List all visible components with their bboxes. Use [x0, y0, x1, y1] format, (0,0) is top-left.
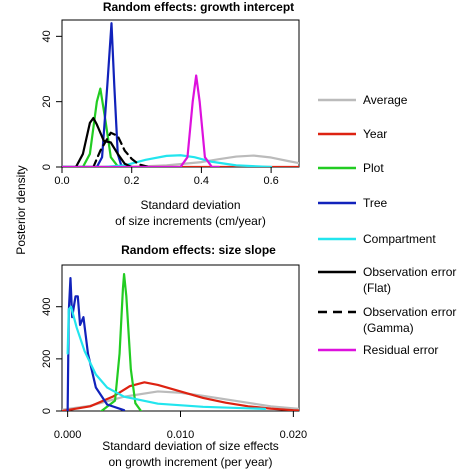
series-line-observation-error-gamma [92, 131, 151, 167]
legend-label: Compartment [363, 232, 436, 246]
x-tick-label: 0.2 [124, 175, 139, 187]
legend-label: Plot [363, 161, 384, 175]
legend-label: (Flat) [363, 281, 391, 295]
y-tick-label: 40 [41, 30, 53, 42]
series-line-observation-error-flat [74, 116, 133, 167]
x-tick-label: 0.000 [54, 429, 82, 441]
legend-label: Residual error [363, 343, 438, 357]
series-line-tree [62, 22, 133, 167]
plot-frame [61, 19, 300, 168]
x-axis-label: of size increments (cm/year) [115, 214, 266, 228]
panel-size-slope: Random effects: size slope 0.000 0.010 0.02… [41, 243, 307, 469]
series-line-residual-error [62, 74, 220, 167]
y-tick-label: 0 [41, 408, 53, 414]
shared-y-axis-label: Posterior density [14, 165, 28, 254]
legend-label: Tree [363, 196, 388, 210]
chart-title: Random effects: growth intercept [103, 0, 294, 14]
chart-title: Random effects: size slope [121, 243, 276, 257]
series-line-plot [62, 87, 126, 167]
legend: Average Year Plot Tree Compartment Observatio… [318, 93, 456, 357]
x-tick-label: 0.0 [54, 175, 69, 187]
x-tick-label: 0.010 [167, 429, 195, 441]
series-line-tree [66, 276, 126, 411]
y-tick-label: 20 [41, 96, 53, 108]
series-line-average [62, 390, 299, 411]
x-tick-label: 0.6 [263, 175, 278, 187]
series-line-compartment [66, 305, 267, 411]
x-tick-label: 0.020 [280, 429, 308, 441]
legend-label: Observation error [363, 265, 456, 279]
legend-label: (Gamma) [363, 321, 414, 335]
x-axis-label: Standard deviation [140, 198, 240, 212]
x-axis-label: Standard deviation of size effects [102, 439, 279, 453]
legend-label: Average [363, 93, 408, 107]
y-tick-label: 400 [41, 298, 53, 316]
x-tick-label: 0.4 [194, 175, 209, 187]
x-axis-label: on growth increment (per year) [108, 455, 272, 469]
legend-label: Year [363, 127, 387, 141]
series-line-plot [100, 273, 143, 411]
y-tick-label: 0 [41, 164, 53, 170]
series-line-year [62, 381, 299, 411]
panel-growth-intercept: Random effects: growth intercept 0.0 0.2 0.… [41, 0, 300, 228]
y-tick-label: 200 [41, 350, 53, 368]
legend-label: Observation error [363, 305, 456, 319]
